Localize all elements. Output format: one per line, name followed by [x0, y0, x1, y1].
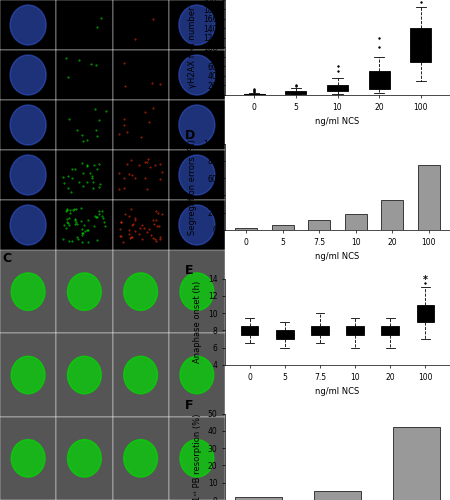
- Bar: [56, 334, 112, 416]
- Circle shape: [179, 5, 215, 45]
- Y-axis label: 1ˢᵗ PB resorption (%): 1ˢᵗ PB resorption (%): [193, 413, 202, 500]
- X-axis label: ng/ml NCS: ng/ml NCS: [315, 387, 360, 396]
- Bar: [0, 150, 56, 200]
- Circle shape: [68, 356, 101, 394]
- PathPatch shape: [311, 326, 328, 335]
- Circle shape: [11, 273, 45, 310]
- Bar: [56, 0, 112, 50]
- PathPatch shape: [244, 94, 265, 95]
- Bar: [169, 100, 225, 150]
- X-axis label: ng/ml NCS: ng/ml NCS: [315, 252, 360, 261]
- Y-axis label: Anaphase onset (h): Anaphase onset (h): [193, 280, 202, 363]
- Bar: [169, 334, 225, 416]
- Bar: [308, 220, 330, 230]
- X-axis label: ng/ml NCS: ng/ml NCS: [315, 117, 360, 126]
- Circle shape: [179, 105, 215, 145]
- Bar: [56, 150, 112, 200]
- PathPatch shape: [241, 326, 258, 335]
- Bar: [169, 0, 225, 50]
- Bar: [392, 428, 440, 500]
- Circle shape: [179, 55, 215, 95]
- Y-axis label: γH2AX foci number: γH2AX foci number: [188, 6, 197, 88]
- PathPatch shape: [382, 326, 399, 335]
- Circle shape: [179, 205, 215, 245]
- Bar: [56, 200, 112, 250]
- Bar: [0, 416, 56, 500]
- Circle shape: [11, 356, 45, 394]
- Circle shape: [11, 440, 45, 477]
- Bar: [56, 250, 112, 334]
- Bar: [112, 150, 169, 200]
- Circle shape: [10, 105, 46, 145]
- Y-axis label: Segregation errors (%): Segregation errors (%): [188, 139, 197, 234]
- Bar: [112, 250, 169, 334]
- Bar: [0, 0, 56, 50]
- Bar: [272, 225, 294, 230]
- Bar: [56, 50, 112, 100]
- Circle shape: [68, 273, 101, 310]
- Bar: [418, 165, 440, 230]
- PathPatch shape: [369, 71, 390, 90]
- Bar: [0, 50, 56, 100]
- Bar: [112, 416, 169, 500]
- PathPatch shape: [417, 304, 434, 322]
- Bar: [56, 100, 112, 150]
- Circle shape: [180, 440, 214, 477]
- Text: A: A: [2, 2, 12, 16]
- Circle shape: [179, 155, 215, 195]
- PathPatch shape: [327, 86, 348, 91]
- Bar: [0, 334, 56, 416]
- Bar: [381, 200, 403, 230]
- Bar: [314, 492, 361, 500]
- Text: E: E: [184, 264, 193, 277]
- Bar: [169, 200, 225, 250]
- Circle shape: [124, 356, 158, 394]
- Text: D: D: [184, 129, 195, 142]
- Bar: [56, 416, 112, 500]
- Circle shape: [68, 440, 101, 477]
- Bar: [169, 416, 225, 500]
- Circle shape: [10, 5, 46, 45]
- Circle shape: [180, 273, 214, 310]
- Bar: [112, 200, 169, 250]
- Bar: [235, 228, 257, 230]
- Circle shape: [10, 205, 46, 245]
- Circle shape: [124, 273, 158, 310]
- Bar: [235, 496, 283, 500]
- Bar: [112, 0, 169, 50]
- Bar: [345, 214, 367, 230]
- Text: *: *: [423, 276, 428, 285]
- Bar: [112, 50, 169, 100]
- Circle shape: [10, 155, 46, 195]
- PathPatch shape: [410, 28, 431, 62]
- PathPatch shape: [285, 91, 306, 94]
- Text: F: F: [184, 399, 193, 412]
- Bar: [0, 200, 56, 250]
- Circle shape: [10, 55, 46, 95]
- Bar: [0, 100, 56, 150]
- Bar: [169, 50, 225, 100]
- Circle shape: [124, 440, 158, 477]
- Circle shape: [180, 356, 214, 394]
- Bar: [112, 100, 169, 150]
- PathPatch shape: [276, 330, 293, 339]
- Bar: [169, 150, 225, 200]
- Bar: [169, 250, 225, 334]
- Text: C: C: [2, 252, 11, 266]
- Bar: [0, 250, 56, 334]
- PathPatch shape: [346, 326, 364, 335]
- Bar: [112, 334, 169, 416]
